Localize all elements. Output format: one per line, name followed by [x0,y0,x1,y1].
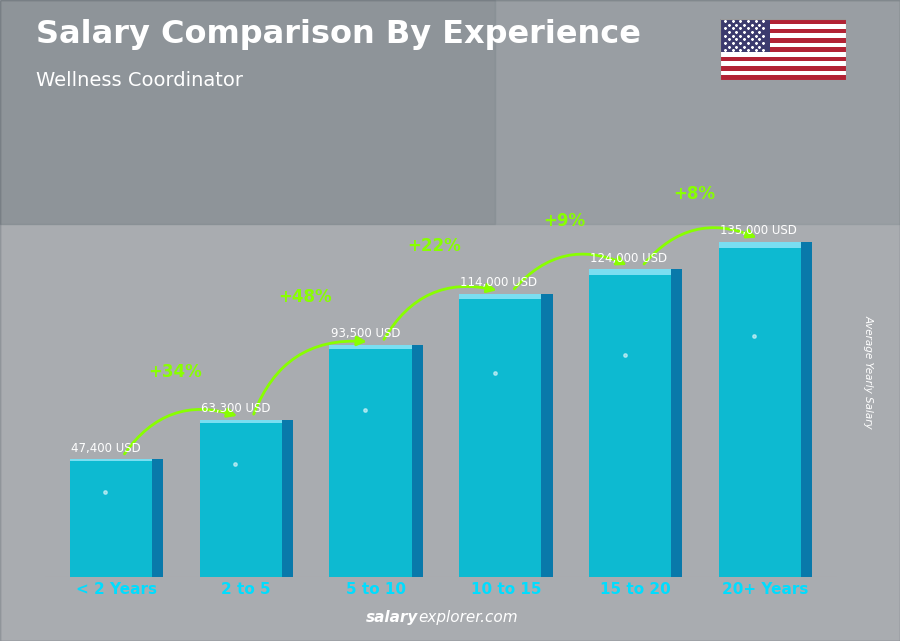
Bar [720,76,846,80]
Text: explorer.com: explorer.com [418,610,518,625]
Bar [69,460,152,577]
Text: Salary Comparison By Experience: Salary Comparison By Experience [36,19,641,50]
Text: salary: salary [366,610,418,625]
Bar [589,269,671,275]
Text: 114,000 USD: 114,000 USD [461,276,537,290]
Bar [411,345,423,577]
Bar [720,47,846,52]
Bar [720,66,846,71]
Bar [329,345,411,577]
Bar [329,345,411,349]
Bar [720,38,846,43]
Bar [720,29,846,33]
Text: 47,400 USD: 47,400 USD [71,442,140,454]
Bar [495,0,900,224]
Bar [459,294,542,577]
Text: Wellness Coordinator: Wellness Coordinator [36,71,243,90]
Text: +22%: +22% [408,237,462,255]
Bar [0,0,495,224]
Bar [719,242,801,248]
Bar [720,43,846,47]
Text: 124,000 USD: 124,000 USD [590,252,668,265]
Bar [720,62,846,66]
Bar [720,24,846,29]
Text: +9%: +9% [544,212,585,230]
Text: Average Yearly Salary: Average Yearly Salary [863,315,874,429]
Bar [720,56,846,62]
Bar [459,294,542,299]
Bar [720,19,770,52]
Bar [720,19,846,24]
Text: 135,000 USD: 135,000 USD [720,224,797,237]
Bar [200,420,282,577]
Bar [589,269,671,577]
Text: +8%: +8% [673,185,716,203]
Bar [69,460,152,462]
Bar [542,294,553,577]
Bar [671,269,682,577]
Bar [720,71,846,76]
Bar [719,242,801,577]
Text: +34%: +34% [148,363,202,381]
Bar [720,52,846,56]
Bar [801,242,813,577]
Bar [200,420,282,422]
Text: 93,500 USD: 93,500 USD [330,328,400,340]
Bar [720,33,846,38]
Bar [282,420,293,577]
Text: +48%: +48% [278,288,331,306]
Text: 63,300 USD: 63,300 USD [201,402,270,415]
Bar [152,460,163,577]
